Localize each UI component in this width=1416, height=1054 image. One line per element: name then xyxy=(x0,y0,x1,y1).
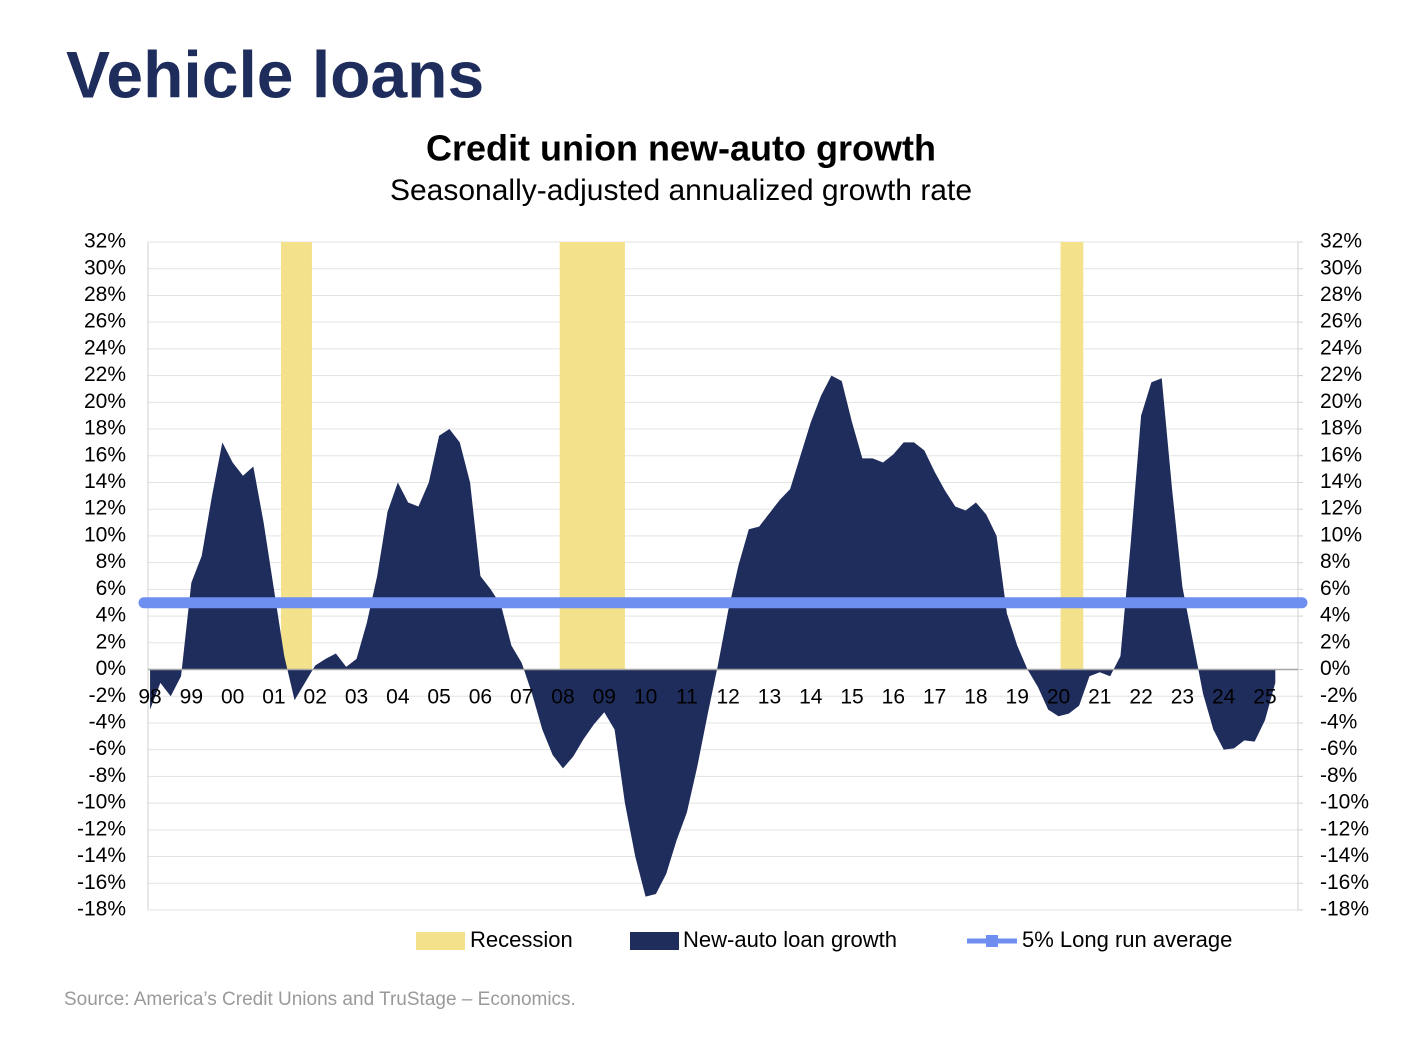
y-tick-label: 30% xyxy=(84,256,126,279)
y-tick-label: -8% xyxy=(89,764,126,787)
y2-tick-label: 20% xyxy=(1320,390,1362,413)
y2-tick-label: -18% xyxy=(1320,898,1369,921)
x-tick-label: 17 xyxy=(923,686,946,709)
legend-swatch xyxy=(416,932,465,950)
y2-tick-label: -14% xyxy=(1320,844,1369,867)
y2-tick-label: 26% xyxy=(1320,310,1362,333)
x-tick-label: 22 xyxy=(1129,686,1152,709)
y-tick-label: 16% xyxy=(84,443,126,466)
y2-tick-label: 10% xyxy=(1320,523,1362,546)
y2-tick-label: 24% xyxy=(1320,336,1362,359)
y-tick-label: 26% xyxy=(84,310,126,333)
x-tick-label: 25 xyxy=(1253,686,1276,709)
y2-tick-label: 6% xyxy=(1320,577,1350,600)
x-tick-label: 12 xyxy=(716,686,739,709)
y-tick-label: -6% xyxy=(89,737,126,760)
y2-tick-label: 0% xyxy=(1320,657,1350,680)
y-tick-label: 24% xyxy=(84,336,126,359)
chart-title: Credit union new-auto growth xyxy=(426,128,936,169)
area xyxy=(150,375,1276,897)
y2-tick-label: 28% xyxy=(1320,283,1362,306)
y-tick-label: 10% xyxy=(84,523,126,546)
y2-tick-label: 2% xyxy=(1320,630,1350,653)
x-tick-label: 09 xyxy=(593,686,616,709)
y-tick-label: 6% xyxy=(96,577,126,600)
y-tick-label: -10% xyxy=(77,791,126,814)
y-tick-label: 32% xyxy=(84,230,126,253)
x-tick-label: 04 xyxy=(386,686,410,709)
y2-tick-label: 14% xyxy=(1320,470,1362,493)
page-title: Vehicle loans xyxy=(66,37,484,111)
x-tick-label: 20 xyxy=(1047,686,1070,709)
x-tick-label: 10 xyxy=(634,686,657,709)
y2-tick-label: -10% xyxy=(1320,791,1369,814)
x-tick-label: 05 xyxy=(427,686,450,709)
y-tick-label: 14% xyxy=(84,470,126,493)
y2-tick-label: -4% xyxy=(1320,711,1357,734)
x-tick-label: 21 xyxy=(1088,686,1111,709)
y2-tick-label: 30% xyxy=(1320,256,1362,279)
x-tick-label: 02 xyxy=(304,686,327,709)
y-tick-label: -18% xyxy=(77,898,126,921)
y-tick-label: 2% xyxy=(96,630,126,653)
x-tick-label: 19 xyxy=(1006,686,1029,709)
y2-tick-label: 18% xyxy=(1320,417,1362,440)
legend-label: New-auto loan growth xyxy=(683,927,897,952)
y-tick-label: -4% xyxy=(89,711,126,734)
y-tick-label: 22% xyxy=(84,363,126,386)
source-note: Source: America’s Credit Unions and TruS… xyxy=(64,989,576,1010)
y2-tick-label: -12% xyxy=(1320,817,1369,840)
y-tick-label: -2% xyxy=(89,684,126,707)
y2-tick-label: 4% xyxy=(1320,604,1350,627)
x-tick-label: 03 xyxy=(345,686,368,709)
recession-band xyxy=(1060,242,1084,670)
legend-swatch xyxy=(630,932,679,950)
y-tick-label: -14% xyxy=(77,844,126,867)
y2-tick-label: -8% xyxy=(1320,764,1357,787)
y-tick-label: -12% xyxy=(77,817,126,840)
y2-tick-label: 22% xyxy=(1320,363,1362,386)
x-tick-label: 14 xyxy=(799,686,823,709)
y2-tick-label: -16% xyxy=(1320,871,1369,894)
y-tick-label: 20% xyxy=(84,390,126,413)
x-tick-label: 99 xyxy=(180,686,203,709)
y-tick-label: 0% xyxy=(96,657,126,680)
y2-tick-label: -2% xyxy=(1320,684,1357,707)
y2-tick-label: 32% xyxy=(1320,230,1362,253)
x-tick-label: 06 xyxy=(469,686,492,709)
x-tick-label: 11 xyxy=(676,686,698,709)
y2-tick-label: 16% xyxy=(1320,443,1362,466)
chart-subtitle: Seasonally-adjusted annualized growth ra… xyxy=(390,174,972,207)
x-tick-label: 18 xyxy=(964,686,987,709)
x-tick-label: 08 xyxy=(551,686,574,709)
x-tick-label: 24 xyxy=(1212,686,1236,709)
y-tick-label: 28% xyxy=(84,283,126,306)
y-tick-label: 18% xyxy=(84,417,126,440)
y2-tick-label: 12% xyxy=(1320,497,1362,520)
y-tick-label: 12% xyxy=(84,497,126,520)
x-tick-label: 16 xyxy=(882,686,905,709)
legend-label: 5% Long run average xyxy=(1022,927,1232,952)
y2-tick-label: -6% xyxy=(1320,737,1357,760)
y2-tick-label: 8% xyxy=(1320,550,1350,573)
x-tick-label: 00 xyxy=(221,686,244,709)
y-tick-label: 8% xyxy=(96,550,126,573)
x-tick-label: 15 xyxy=(840,686,863,709)
y-tick-label: 4% xyxy=(96,604,126,627)
x-tick-label: 01 xyxy=(262,686,285,709)
x-tick-label: 13 xyxy=(758,686,781,709)
y-tick-label: -16% xyxy=(77,871,126,894)
x-tick-label: 23 xyxy=(1171,686,1194,709)
x-tick-label: 98 xyxy=(138,686,161,709)
legend-marker xyxy=(986,935,998,947)
x-tick-label: 07 xyxy=(510,686,533,709)
legend-label: Recession xyxy=(470,927,573,952)
